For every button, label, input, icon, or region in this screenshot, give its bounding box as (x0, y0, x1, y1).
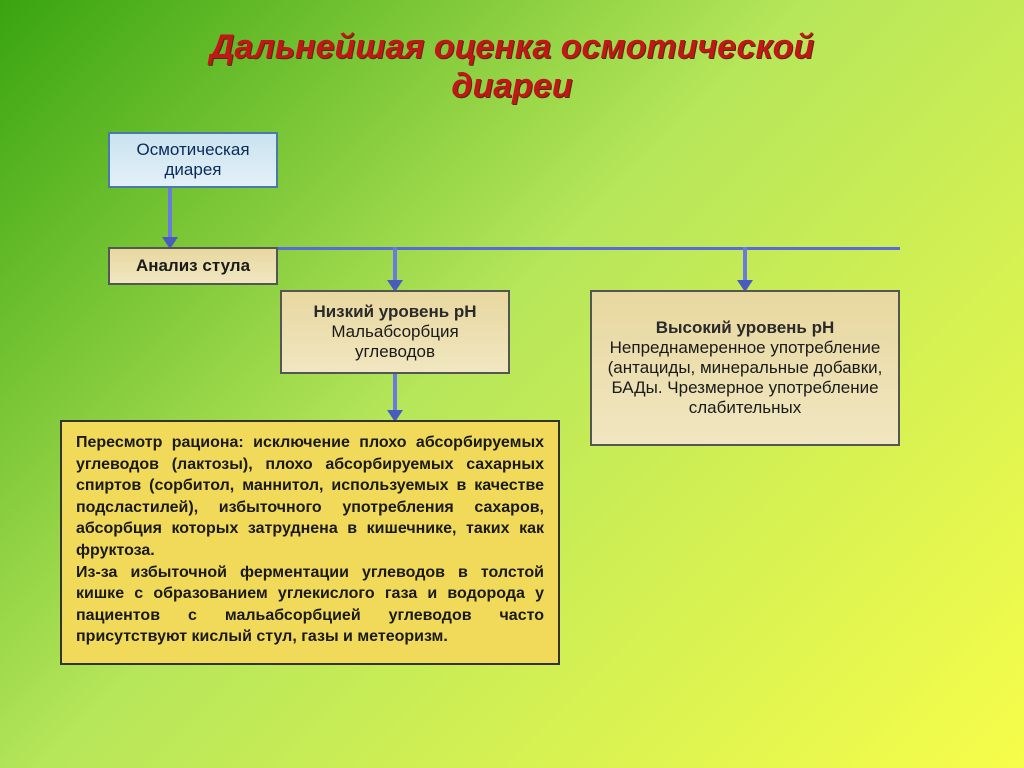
title-line-1: Дальнейшая оценка осмотической (0, 28, 1024, 67)
box-high-ph: Высокий уровень рН Непреднамеренное упот… (590, 290, 900, 446)
box-osmotic-diarrhea: Осмотическаядиарея (108, 132, 278, 188)
box-high-ph-body: Непреднамеренное употребление (антациды,… (602, 338, 888, 418)
box-low-ph-body: Мальабсорбция углеводов (292, 322, 498, 362)
box-diet-revision: Пересмотр рациона: исключение плохо абсо… (60, 420, 560, 665)
diet-paragraph-2: Из-за избыточной ферментации углеводов в… (76, 562, 544, 648)
box-low-ph: Низкий уровень рН Мальабсорбция углеводо… (280, 290, 510, 374)
diet-paragraph-1: Пересмотр рациона: исключение плохо абсо… (76, 432, 544, 562)
box-stool-analysis: Анализ стула (108, 247, 278, 285)
slide-title: Дальнейшая оценка осмотической диареи (0, 28, 1024, 106)
box-osmotic-text: Осмотическаядиарея (136, 140, 249, 180)
box-low-ph-heading: Низкий уровень рН (313, 302, 476, 322)
box-high-ph-heading: Высокий уровень рН (656, 318, 835, 338)
title-line-2: диареи (0, 67, 1024, 106)
box-stool-text: Анализ стула (136, 256, 250, 276)
